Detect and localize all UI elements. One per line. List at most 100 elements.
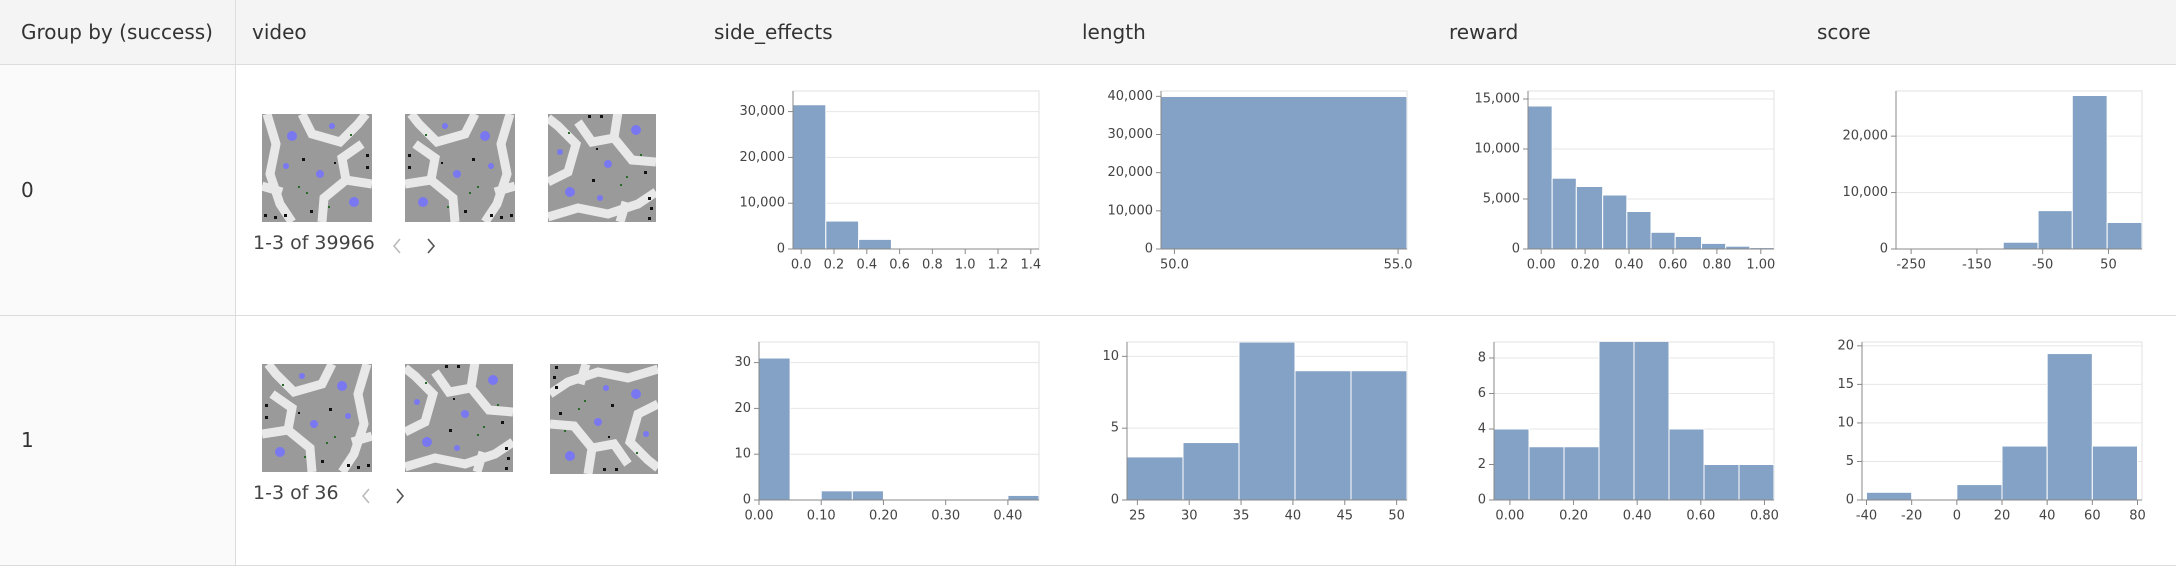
bars (1866, 353, 2138, 500)
bar (2037, 210, 2073, 249)
x-tick-label: 50 (2100, 258, 2117, 273)
next-button[interactable] (396, 488, 405, 504)
bar (820, 490, 853, 500)
bars (1528, 105, 1774, 249)
x-tick-label: 0.80 (1750, 509, 1779, 524)
x-tick-label: 35 (1233, 509, 1250, 524)
y-tick-label: 0 (1478, 493, 1486, 508)
x-tick-label: 0.80 (1702, 258, 1731, 273)
bar (1633, 342, 1670, 500)
y-tick-label: 6 (1478, 386, 1486, 401)
bar (1528, 446, 1565, 500)
bar (793, 104, 827, 249)
group-label: 1 (21, 428, 34, 452)
x-tick-label: 0 (1953, 509, 1961, 524)
bar (1182, 442, 1240, 500)
x-tick-label: 20 (1994, 509, 2011, 524)
x-tick-label: 1.4 (1020, 258, 1041, 273)
y-tick-label: 20,000 (1108, 165, 1154, 180)
x-tick-label: -40 (1856, 509, 1877, 524)
x-tick-label: -150 (1962, 258, 1992, 273)
y-tick-label: 20,000 (740, 150, 786, 165)
x-tick-label: 0.20 (869, 509, 898, 524)
bar (858, 238, 892, 249)
x-tick-label: 40 (2039, 509, 2056, 524)
x-tick-label: 1.2 (988, 258, 1009, 273)
y-tick-label: 5 (1846, 454, 1854, 469)
bar (1238, 342, 1296, 500)
y-tick-label: 10,000 (1108, 203, 1154, 218)
bar (1956, 484, 2003, 500)
x-tick-label: 80 (2129, 509, 2146, 524)
x-tick-label: 25 (1129, 509, 1146, 524)
bar (2091, 445, 2138, 500)
histogram: 0 10 20 30 0.00 0.10 0.20 0.30 0.40 (734, 341, 1040, 524)
histogram: 0 5,000 10,000 15,000 0.00 0.20 0.40 0.60 0.80 1.… (1475, 90, 1775, 273)
bar (1668, 428, 1705, 500)
next-button[interactable] (427, 238, 436, 254)
x-tick-label: 0.4 (856, 258, 877, 273)
y-tick-label: 15,000 (1475, 92, 1521, 107)
x-tick-label: 30 (1181, 509, 1198, 524)
y-tick-label: 0 (1111, 493, 1119, 508)
video-thumbnails[interactable] (262, 114, 662, 226)
bars (1127, 342, 1407, 500)
y-tick-label: 40,000 (1108, 89, 1154, 104)
bar (1575, 186, 1604, 249)
y-tick-label: 0 (777, 242, 785, 257)
video-caption: 1-3 of 39966 (253, 232, 375, 254)
bar (1749, 247, 1774, 249)
histogram: 0 5 10 15 20 -40 -20 0 20 40 60 80 (1837, 338, 2146, 524)
bar (1127, 456, 1184, 500)
bar (1494, 428, 1530, 500)
pager[interactable] (357, 484, 417, 508)
y-tick-label: 10 (1837, 415, 1854, 430)
x-tick-label: 0.00 (745, 509, 774, 524)
y-tick-label: 0 (1145, 242, 1153, 257)
y-tick-label: 0 (1846, 493, 1854, 508)
y-tick-label: 0 (1512, 242, 1520, 257)
plot-frame (758, 341, 1040, 501)
prev-button[interactable] (361, 488, 370, 504)
histogram: 0 10,000 20,000 30,000 40,000 50.0 55.0 (1108, 89, 1413, 273)
y-tick-label: 20,000 (1843, 129, 1889, 144)
x-tick-label: 0.0 (791, 258, 812, 273)
x-tick-label: 1.00 (1746, 258, 1775, 273)
y-tick-label: 30,000 (740, 104, 786, 119)
histogram: 0 5 10 25 30 35 40 45 50 (1102, 341, 1408, 524)
y-tick-label: 15 (1837, 377, 1854, 392)
x-tick-label: 0.60 (1658, 258, 1687, 273)
bar (2046, 353, 2093, 500)
bar (851, 490, 884, 500)
x-tick-label: 40 (1285, 509, 1302, 524)
video-thumbnails[interactable] (262, 364, 662, 476)
bar (1528, 105, 1553, 249)
bar (2106, 221, 2142, 249)
histogram: 0 10,000 20,000 -250 -150 -50 50 (1843, 90, 2143, 273)
x-tick-label: 0.20 (1571, 258, 1600, 273)
video-caption: 1-3 of 36 (253, 482, 339, 504)
pager[interactable] (388, 234, 448, 258)
x-tick-label: 0.8 (922, 258, 943, 273)
bars (1494, 342, 1774, 500)
x-tick-label: 1.0 (955, 258, 976, 273)
x-tick-label: -20 (1901, 509, 1922, 524)
bar (1674, 236, 1703, 249)
bar (1563, 446, 1600, 500)
histogram: 0 2 4 6 8 0.00 0.20 0.40 0.60 0.80 (1478, 341, 1779, 524)
x-tick-label: -50 (2032, 258, 2053, 273)
bar (1598, 342, 1635, 500)
x-tick-label: 0.00 (1527, 258, 1556, 273)
y-tick-label: 0 (743, 493, 751, 508)
y-tick-label: 10,000 (1475, 142, 1521, 157)
x-tick-label: 50.0 (1160, 258, 1189, 273)
prev-button[interactable] (392, 238, 401, 254)
bar (1738, 463, 1774, 500)
bars (793, 104, 1024, 249)
x-tick-label: 55.0 (1384, 258, 1413, 273)
histogram: 0 10,000 20,000 30,000 0.0 0.2 0.4 0.6 0.8 1.0 1.2… (740, 90, 1041, 273)
column-header: side_effects (714, 20, 833, 44)
bar (1294, 370, 1352, 500)
bar (1007, 494, 1039, 500)
